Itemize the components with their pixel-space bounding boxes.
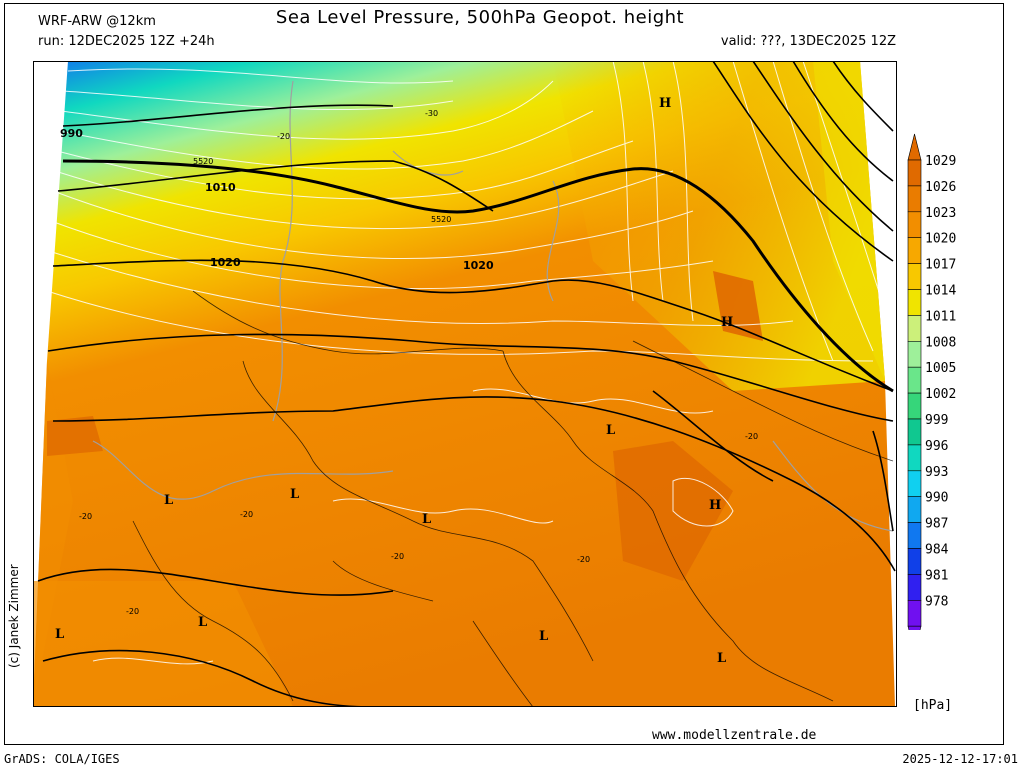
legend-swatch bbox=[907, 237, 922, 264]
legend-value-label: 1017 bbox=[925, 258, 956, 273]
temperature-label: -20 bbox=[391, 552, 404, 561]
legend-value-label: 981 bbox=[925, 568, 948, 583]
legend-swatch bbox=[907, 185, 922, 213]
low-pressure-marker: L bbox=[198, 615, 207, 630]
legend-swatch bbox=[907, 315, 922, 342]
legend-value-label: 1020 bbox=[925, 232, 956, 247]
software-credit: GrADS: COLA/IGES bbox=[4, 752, 120, 766]
pressure-labels: 990 1010 1020 1020 bbox=[60, 127, 494, 272]
generation-timestamp: 2025-12-12-17:01 bbox=[902, 752, 1018, 766]
legend-arrow-top bbox=[907, 133, 922, 161]
pressure-label: 1010 bbox=[205, 181, 236, 194]
pressure-label: 990 bbox=[60, 127, 83, 140]
weather-map: 990 1010 1020 1020 5520 5520 -30 -20 -20… bbox=[33, 61, 897, 707]
legend-unit: [hPa] bbox=[913, 698, 953, 713]
legend-swatch bbox=[907, 418, 922, 446]
high-pressure-marker: H bbox=[721, 315, 733, 330]
legend-value-label: 1014 bbox=[925, 284, 956, 299]
temperature-label: -20 bbox=[79, 512, 92, 521]
isobars bbox=[37, 61, 896, 707]
legend-value-label: 990 bbox=[925, 491, 948, 506]
legend-value-label: 984 bbox=[925, 543, 949, 558]
legend-value-label: 1026 bbox=[925, 180, 956, 195]
plot-frame bbox=[4, 3, 1004, 745]
temperature-contours bbox=[46, 61, 886, 665]
temperature-label: -20 bbox=[126, 607, 139, 616]
legend-swatch bbox=[907, 289, 922, 316]
high-pressure-marker: H bbox=[709, 498, 721, 513]
low-pressure-marker: L bbox=[717, 651, 726, 666]
low-pressure-marker: L bbox=[55, 627, 64, 642]
legend-value-label: 993 bbox=[925, 465, 948, 480]
legend-swatch bbox=[907, 522, 922, 549]
temperature-label: -20 bbox=[577, 555, 590, 564]
legend-swatch bbox=[907, 341, 922, 368]
legend-value-label: 987 bbox=[925, 517, 948, 532]
legend-swatch bbox=[907, 392, 922, 420]
legend-swatch bbox=[907, 470, 922, 497]
valid-label: valid: ???, 13DEC2025 12Z bbox=[720, 34, 896, 49]
legend-value-label: 1029 bbox=[925, 154, 956, 169]
low-pressure-marker: L bbox=[422, 512, 431, 527]
temperature-label: -20 bbox=[277, 132, 290, 141]
legend-swatch bbox=[907, 548, 922, 575]
copyright-label: (c) Janek Zimmer bbox=[7, 564, 21, 668]
pressure-label: 1020 bbox=[210, 256, 241, 269]
legend-swatch bbox=[907, 159, 922, 187]
pressure-shading bbox=[33, 61, 895, 707]
low-pressure-marker: L bbox=[539, 629, 548, 644]
temperature-label: -20 bbox=[240, 510, 253, 519]
legend-value-label: 1002 bbox=[925, 387, 956, 402]
temperature-labels: -30 -20 -20 -20 -20 -20 -20 -20 bbox=[79, 109, 758, 616]
legend-arrow-bottom bbox=[907, 625, 922, 630]
model-label: WRF-ARW @12km bbox=[38, 14, 156, 29]
geopotential-label: 5520 bbox=[431, 215, 451, 224]
legend-swatch bbox=[907, 366, 922, 394]
low-pressure-marker: L bbox=[290, 487, 299, 502]
pressure-label: 1020 bbox=[463, 259, 494, 272]
legend-value-label: 1023 bbox=[925, 206, 956, 221]
chart-title: Sea Level Pressure, 500hPa Geopot. heigh… bbox=[275, 7, 685, 28]
geopotential-5520-line bbox=[62, 159, 894, 393]
legend-swatch bbox=[907, 574, 922, 601]
color-legend: 1029 1026 1023 1020 1017 1014 1011 1008 1005 1002… bbox=[907, 133, 956, 630]
legend-swatch bbox=[907, 444, 922, 472]
legend-value-label: 999 bbox=[925, 413, 948, 428]
geopotential-label: 5520 bbox=[193, 157, 213, 166]
legend-value-label: 978 bbox=[925, 594, 948, 609]
geopotential-labels: 5520 5520 bbox=[193, 157, 451, 224]
pressure-centers: H H H L L L L L L L L bbox=[55, 96, 733, 666]
run-label: run: 12DEC2025 12Z +24h bbox=[38, 34, 215, 49]
legend-value-label: 1008 bbox=[925, 335, 956, 350]
low-pressure-marker: L bbox=[606, 423, 615, 438]
legend-swatch bbox=[907, 599, 922, 627]
high-pressure-marker: H bbox=[659, 96, 671, 111]
legend-value-label: 996 bbox=[925, 439, 948, 454]
legend-swatch bbox=[907, 496, 922, 523]
low-pressure-marker: L bbox=[164, 493, 173, 508]
legend-swatch bbox=[907, 211, 922, 239]
legend-value-label: 1005 bbox=[925, 361, 956, 376]
temperature-label: -30 bbox=[425, 109, 438, 118]
legend-swatch bbox=[907, 263, 922, 290]
legend-value-label: 1011 bbox=[925, 309, 956, 324]
temperature-label: -20 bbox=[745, 432, 758, 441]
website-link[interactable]: www.modellzentrale.de bbox=[652, 728, 817, 743]
